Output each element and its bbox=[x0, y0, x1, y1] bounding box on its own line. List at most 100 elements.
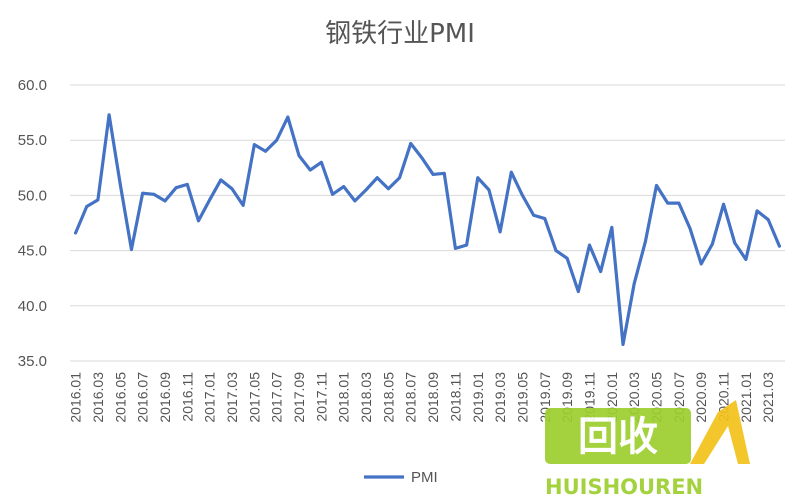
data-point bbox=[521, 194, 524, 197]
gridlines bbox=[70, 84, 785, 362]
data-point bbox=[387, 187, 390, 191]
data-point bbox=[744, 258, 748, 261]
data-point bbox=[342, 185, 346, 188]
data-point bbox=[364, 188, 368, 192]
data-point bbox=[252, 143, 256, 147]
data-point bbox=[554, 249, 558, 253]
data-point bbox=[286, 115, 290, 119]
x-tick-label: 2019.03 bbox=[492, 372, 508, 423]
data-point bbox=[308, 168, 312, 172]
data-point bbox=[666, 201, 670, 205]
x-tick-label: 2016.01 bbox=[68, 372, 84, 423]
data-point bbox=[778, 244, 781, 248]
y-tick-label: 40.0 bbox=[18, 298, 47, 315]
x-tick-label: 2019.05 bbox=[514, 372, 530, 423]
watermark-logo-text: 回收 bbox=[578, 414, 658, 460]
x-tick-label: 2018.01 bbox=[336, 372, 352, 423]
x-tick-label: 2017.03 bbox=[224, 372, 240, 423]
series-line-pmi bbox=[73, 113, 782, 347]
data-point bbox=[174, 186, 178, 190]
data-point bbox=[141, 191, 145, 195]
x-tick-label: 2018.03 bbox=[358, 372, 374, 423]
x-tick-label: 2016.05 bbox=[112, 372, 128, 423]
y-tick-label: 60.0 bbox=[18, 77, 47, 94]
data-point bbox=[152, 192, 156, 196]
data-point bbox=[576, 290, 580, 293]
data-point bbox=[688, 227, 692, 230]
data-point bbox=[766, 218, 770, 222]
series-layer bbox=[73, 113, 782, 347]
data-point bbox=[565, 256, 569, 260]
x-tick-label: 2016.09 bbox=[157, 372, 173, 423]
data-point bbox=[230, 187, 234, 191]
x-tick-label: 2016.07 bbox=[135, 372, 151, 423]
data-point bbox=[398, 176, 401, 180]
x-tick-label: 2021.01 bbox=[738, 372, 754, 423]
data-point bbox=[375, 176, 379, 180]
data-point bbox=[275, 138, 279, 142]
data-point bbox=[599, 270, 603, 273]
y-tick-label: 45.0 bbox=[18, 243, 47, 260]
data-point bbox=[498, 230, 502, 234]
y-tick-label: 35.0 bbox=[18, 353, 47, 370]
data-point bbox=[487, 188, 491, 192]
x-tick-label: 2018.09 bbox=[425, 372, 441, 423]
data-point bbox=[118, 182, 122, 186]
data-point bbox=[219, 178, 223, 182]
legend: PMI bbox=[364, 469, 438, 486]
data-point bbox=[543, 217, 547, 220]
legend-label-pmi: PMI bbox=[411, 469, 438, 486]
data-point bbox=[442, 171, 446, 175]
x-tick-label: 2019.01 bbox=[470, 372, 486, 423]
data-point bbox=[532, 213, 536, 217]
data-point bbox=[677, 201, 681, 205]
data-point bbox=[96, 198, 100, 202]
x-tick-label: 2017.05 bbox=[246, 372, 262, 423]
data-point bbox=[420, 156, 424, 160]
data-point bbox=[588, 243, 591, 247]
x-tick-label: 2017.01 bbox=[202, 372, 218, 423]
data-point bbox=[632, 282, 636, 286]
x-tick-label: 2017.09 bbox=[291, 372, 307, 423]
data-point bbox=[130, 248, 133, 251]
x-tick-label: 2016.11 bbox=[179, 372, 195, 422]
data-point bbox=[297, 154, 301, 158]
x-tick-label: 2016.03 bbox=[90, 372, 106, 423]
data-point bbox=[241, 203, 245, 207]
data-point bbox=[409, 142, 413, 145]
data-point bbox=[610, 226, 614, 229]
data-point bbox=[699, 262, 703, 266]
data-point bbox=[655, 184, 658, 187]
chart-title: 钢铁行业PMI bbox=[325, 19, 475, 49]
data-point bbox=[85, 205, 89, 208]
x-tick-label: 2020.09 bbox=[693, 372, 709, 423]
watermark-brand-text: HUISHOUREN bbox=[545, 475, 703, 499]
x-tick-label: 2021.03 bbox=[760, 372, 776, 423]
data-point bbox=[509, 170, 513, 174]
data-point bbox=[733, 241, 737, 245]
data-point bbox=[331, 192, 334, 196]
x-tick-label: 2017.11 bbox=[313, 372, 329, 422]
watermark-arrow-shape bbox=[690, 400, 750, 464]
x-tick-label: 2018.11 bbox=[447, 372, 463, 422]
data-point bbox=[319, 160, 323, 164]
data-point bbox=[185, 182, 189, 186]
y-tick-label: 55.0 bbox=[18, 132, 47, 149]
data-point bbox=[107, 113, 111, 117]
data-point bbox=[197, 219, 200, 223]
data-point bbox=[208, 198, 212, 202]
x-tick-label: 2017.07 bbox=[269, 372, 285, 423]
data-point bbox=[465, 243, 468, 247]
data-point bbox=[755, 209, 759, 213]
data-point bbox=[431, 173, 435, 176]
x-tick-label: 2018.07 bbox=[403, 372, 419, 423]
y-axis-ticks: 35.0 40.0 45.0 50.0 55.0 60.0 bbox=[18, 77, 47, 370]
data-point bbox=[643, 240, 647, 244]
data-point bbox=[74, 231, 77, 235]
watermark-badge bbox=[545, 408, 691, 464]
watermark-logo: 回收 HUISHOUREN bbox=[545, 400, 750, 499]
data-point bbox=[621, 343, 625, 346]
data-point bbox=[722, 202, 725, 206]
data-point bbox=[264, 149, 267, 153]
